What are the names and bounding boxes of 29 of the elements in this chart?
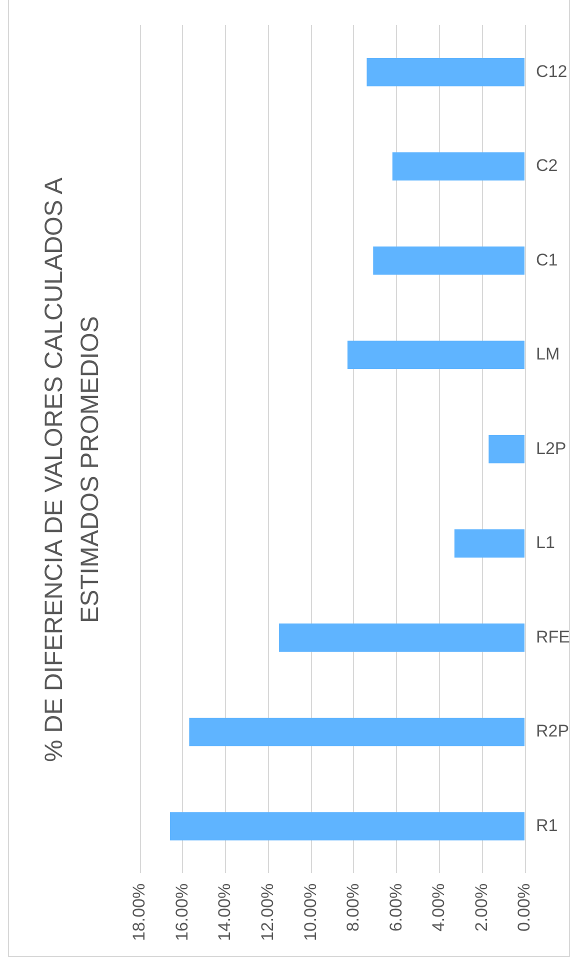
x-tick-label: 18.00% — [130, 883, 149, 942]
x-tick-label: 14.00% — [215, 883, 234, 942]
y-tick-label: L2P — [536, 438, 566, 458]
y-tick-label: LM — [536, 344, 560, 364]
bar — [189, 718, 524, 746]
x-tick-label: 8.00% — [344, 883, 363, 932]
x-tick-label: 4.00% — [429, 883, 448, 932]
bar — [170, 812, 524, 840]
y-tick-label: R1 — [536, 816, 558, 835]
bar — [279, 624, 524, 652]
bar — [392, 152, 524, 181]
bar — [454, 529, 524, 558]
bar — [488, 435, 524, 464]
x-tick-label: 12.00% — [258, 883, 278, 942]
x-tick-label: 6.00% — [386, 883, 406, 932]
y-tick-label: L1 — [536, 533, 555, 552]
y-tick-label: C2 — [536, 156, 558, 176]
y-tick-label: C12 — [536, 62, 568, 81]
y-tick-label: RFE — [536, 627, 570, 646]
x-tick-label: 2.00% — [472, 883, 491, 932]
bar — [373, 246, 524, 275]
x-tick-label: 0.00% — [514, 883, 534, 932]
y-tick-label: C1 — [536, 250, 558, 270]
y-tick-label: R2P — [536, 722, 570, 741]
bar — [347, 340, 524, 370]
x-tick-label: 16.00% — [172, 883, 192, 942]
bar — [366, 58, 524, 86]
x-tick-label: 10.00% — [300, 883, 320, 942]
text: % DE DIFERENCIA DE VALORES CALCULADOS A ESTIMADOS PROMEDIOS — [39, 176, 105, 764]
